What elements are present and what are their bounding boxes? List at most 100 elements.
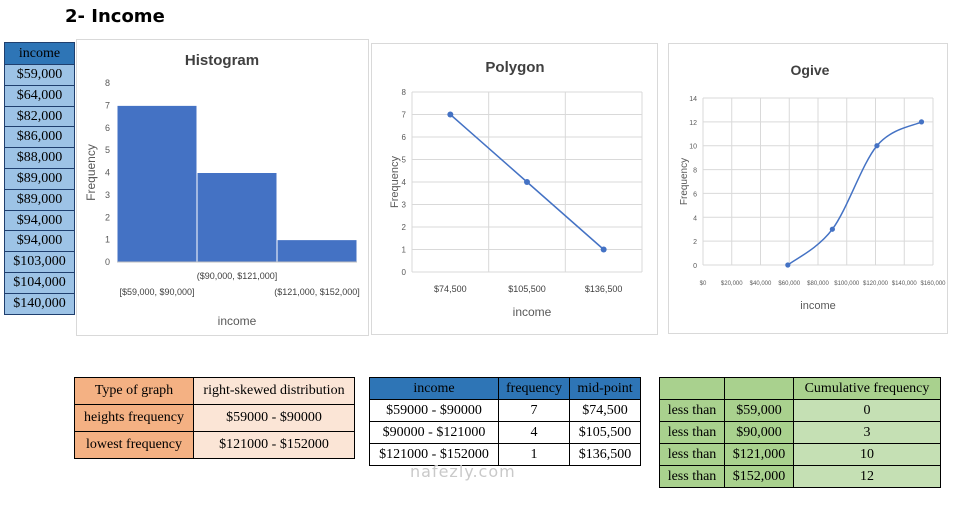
x-tick-label: $120,000 xyxy=(863,281,889,287)
x-axis-label: income xyxy=(513,305,552,319)
x-tick-label: [$59,000, $90,000] xyxy=(119,287,194,297)
y-tick-label: 8 xyxy=(693,168,697,175)
cumulative-bound-cell: $152,000 xyxy=(724,465,794,488)
data-point xyxy=(785,262,791,268)
cumulative-label-cell: less than xyxy=(659,421,725,444)
y-axis-label: Frequency xyxy=(389,156,401,208)
y-tick-label: 1 xyxy=(402,246,407,255)
frequency-cell: $136,500 xyxy=(569,443,641,466)
x-tick-label: $0 xyxy=(700,281,707,287)
summary-row: lowest frequency $121000 - $152000 xyxy=(74,431,355,459)
x-tick-label: $60,000 xyxy=(778,281,800,287)
x-axis-label: income xyxy=(218,314,257,328)
cumulative-row: less than $90,000 3 xyxy=(659,421,941,444)
frequency-cell: $105,500 xyxy=(569,421,641,444)
polygon-chart: Polygon 0 1 2 3 4 5 6 7 8 Frequency $74,500 $105,500… xyxy=(389,59,643,319)
y-tick-label: 0 xyxy=(105,257,110,267)
summary-value-cell: $121000 - $152000 xyxy=(193,431,355,459)
x-tick-label: $40,000 xyxy=(750,281,772,287)
y-tick-label: 7 xyxy=(402,111,407,120)
income-value-cell: $89,000 xyxy=(5,168,74,190)
income-value-cell: $94,000 xyxy=(5,210,74,232)
y-tick-label: 4 xyxy=(105,168,110,178)
x-tick-label: $74,500 xyxy=(434,284,467,294)
x-tick-label: ($121,000, $152,000] xyxy=(274,287,360,297)
y-tick-label: 8 xyxy=(105,78,110,88)
cumulative-value-cell: 3 xyxy=(793,421,941,444)
frequency-cell: $74,500 xyxy=(569,399,641,422)
y-tick-label: 3 xyxy=(402,201,407,210)
income-value-cell: $94,000 xyxy=(5,231,74,253)
data-point xyxy=(600,246,607,253)
income-column-header: income xyxy=(5,43,74,65)
summary-label-cell: lowest frequency xyxy=(74,431,194,459)
cumulative-row: less than $121,000 10 xyxy=(659,443,941,466)
histogram-bar xyxy=(276,239,358,263)
income-value-cell: $88,000 xyxy=(5,148,74,169)
watermark: nafezly.com xyxy=(410,462,516,481)
income-data-column: income $59,000 $64,000 $82,000 $86,000 $88,0… xyxy=(4,42,75,315)
y-axis-label: Frequency xyxy=(679,158,690,205)
y-tick-label: 2 xyxy=(105,212,110,222)
cumulative-table: Cumulative frequency less than $59,000 0 le… xyxy=(659,377,941,488)
data-point xyxy=(918,119,925,125)
summary-table: Type of graph right-skewed distribution he… xyxy=(74,377,355,459)
cumulative-value-cell: 10 xyxy=(793,443,941,466)
page-title: 2- Income xyxy=(65,6,165,27)
frequency-cell: 7 xyxy=(498,399,570,422)
y-tick-label: 14 xyxy=(689,96,697,103)
y-tick-label: 0 xyxy=(693,263,697,270)
x-tick-label: $20,000 xyxy=(721,281,743,287)
summary-label-cell: heights frequency xyxy=(74,404,194,432)
ogive-chart: Ogive 0 2 4 6 8 10 12 14 $0 $20,000 $40,000 $60,000 $… xyxy=(679,62,946,312)
x-tick-label: $80,000 xyxy=(807,281,829,287)
frequency-header-cell: income xyxy=(369,377,499,400)
y-tick-label: 10 xyxy=(689,144,697,151)
y-tick-label: 6 xyxy=(693,191,697,198)
data-point xyxy=(524,179,530,185)
y-tick-label: 2 xyxy=(693,239,697,246)
x-tick-label: $136,500 xyxy=(585,284,623,294)
data-point xyxy=(447,111,454,118)
cumulative-row: less than $59,000 0 xyxy=(659,399,941,422)
y-tick-label: 2 xyxy=(402,223,407,232)
frequency-cell: $59000 - $90000 xyxy=(369,399,499,422)
y-tick-label: 3 xyxy=(105,190,110,200)
data-point xyxy=(874,143,880,149)
histogram-bar xyxy=(116,104,198,263)
y-tick-label: 4 xyxy=(693,215,697,222)
x-axis-label: income xyxy=(800,300,835,312)
frequency-cell: $121000 - $152000 xyxy=(369,443,499,466)
cumulative-header-cell: Cumulative frequency xyxy=(793,377,941,400)
y-tick-label: 8 xyxy=(402,88,407,97)
summary-value-cell: $59000 - $90000 xyxy=(193,404,355,432)
summary-row: Type of graph right-skewed distribution xyxy=(74,377,355,405)
income-value-cell: $89,000 xyxy=(5,189,74,211)
frequency-cell: 4 xyxy=(498,421,570,444)
income-value-cell: $104,000 xyxy=(5,272,74,294)
frequency-cell: $90000 - $121000 xyxy=(369,421,499,444)
cumulative-header-cell xyxy=(724,377,794,400)
y-tick-label: 4 xyxy=(402,178,407,187)
x-tick-label: $100,000 xyxy=(834,281,860,287)
summary-row: heights frequency $59000 - $90000 xyxy=(74,404,355,432)
histogram-chart: Histogram 0 1 2 3 4 5 6 7 8 Frequency [$59,000, $90… xyxy=(84,52,360,328)
y-tick-label: 7 xyxy=(105,100,110,110)
chart-title: Histogram xyxy=(185,52,259,69)
data-point xyxy=(829,226,835,232)
frequency-row: $121000 - $152000 1 $136,500 xyxy=(369,443,641,466)
summary-value-cell: right-skewed distribution xyxy=(193,377,355,405)
y-tick-label: 6 xyxy=(105,123,110,133)
y-tick-label: 1 xyxy=(105,235,110,245)
ogive-line xyxy=(787,121,922,266)
cumulative-label-cell: less than xyxy=(659,399,725,422)
x-tick-label: ($90,000, $121,000] xyxy=(197,271,278,281)
y-tick-label: 5 xyxy=(105,145,110,155)
cumulative-label-cell: less than xyxy=(659,443,725,466)
x-tick-label: $105,500 xyxy=(508,284,546,294)
income-value-cell: $59,000 xyxy=(5,65,74,86)
polygon-panel: Polygon 0 1 2 3 4 5 6 7 8 Frequency $74,500 $105,500… xyxy=(371,43,658,335)
income-value-cell: $103,000 xyxy=(5,252,74,273)
ogive-panel: Ogive 0 2 4 6 8 10 12 14 $0 $20,000 $40,000 $60,000 $… xyxy=(668,43,948,334)
income-value-cell: $86,000 xyxy=(5,127,74,149)
